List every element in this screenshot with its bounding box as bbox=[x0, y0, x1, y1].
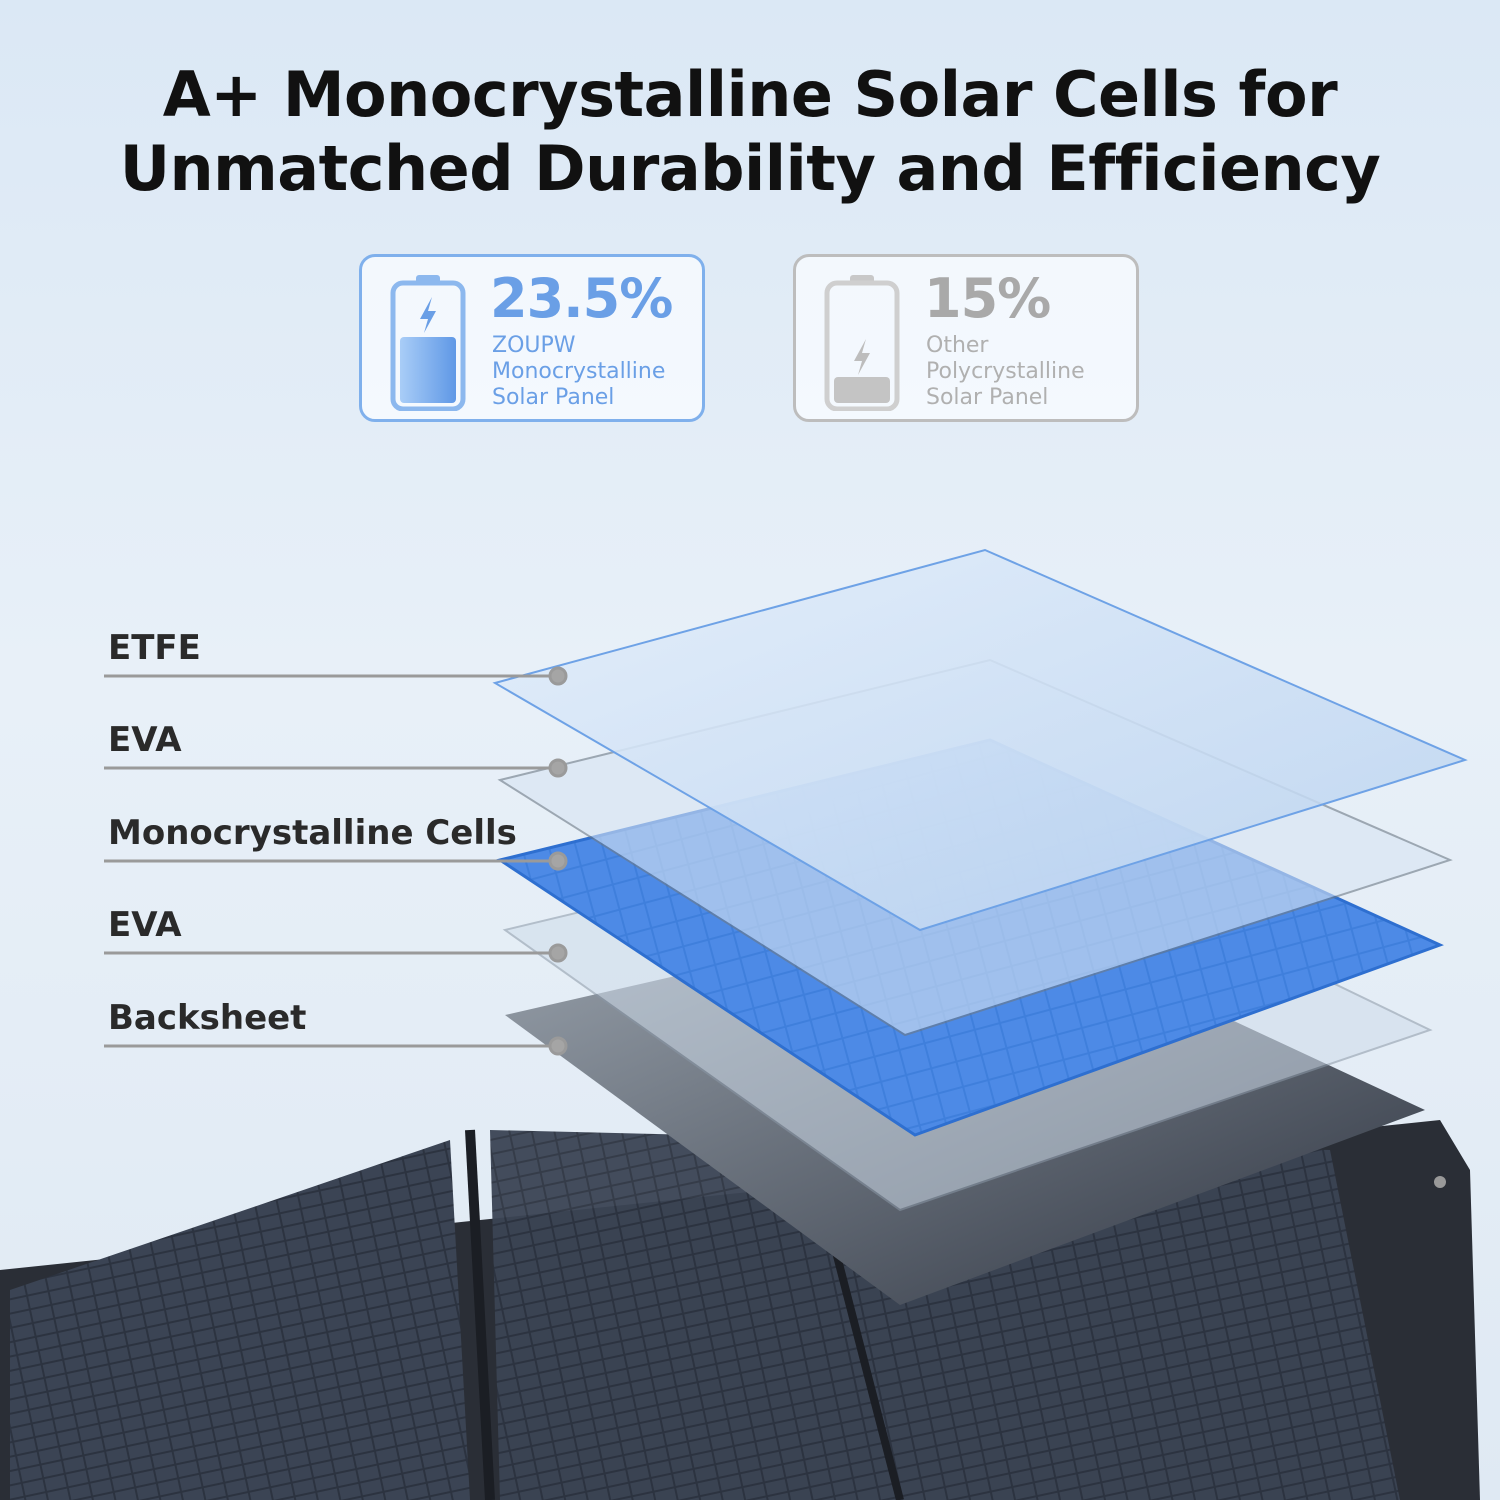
type-label: Polycrystalline bbox=[926, 359, 1085, 384]
label-monocrystalline-cells: Monocrystalline Cells bbox=[108, 813, 517, 853]
efficiency-value: 15% bbox=[924, 267, 1051, 330]
zoupw-efficiency-card: 23.5% ZOUPW Monocrystalline Solar Panel bbox=[359, 254, 705, 422]
type-label: Monocrystalline bbox=[492, 359, 666, 384]
label-eva-top: EVA bbox=[108, 720, 182, 760]
brand-label: Other bbox=[926, 333, 989, 358]
efficiency-value: 23.5% bbox=[490, 267, 673, 330]
leader-lines bbox=[104, 666, 568, 1056]
title-line-1: A+ Monocrystalline Solar Cells for bbox=[162, 58, 1338, 131]
efficiency-description: ZOUPW Monocrystalline Solar Panel bbox=[492, 333, 665, 411]
other-efficiency-card: 15% Other Polycrystalline Solar Panel bbox=[793, 254, 1139, 422]
battery-charging-icon bbox=[390, 275, 466, 411]
product-label: Solar Panel bbox=[492, 385, 615, 410]
etfe-layer bbox=[492, 548, 1468, 932]
title-line-2: Unmatched Durability and Efficiency bbox=[119, 132, 1381, 205]
page-title: A+ Monocrystalline Solar Cells for Unmat… bbox=[0, 58, 1500, 206]
battery-low-icon bbox=[824, 275, 900, 411]
brand-label: ZOUPW bbox=[492, 333, 576, 358]
label-etfe: ETFE bbox=[108, 628, 201, 668]
label-eva-bottom: EVA bbox=[108, 905, 182, 945]
efficiency-description: Other Polycrystalline Solar Panel bbox=[926, 333, 1085, 411]
label-backsheet: Backsheet bbox=[108, 998, 307, 1038]
product-label: Solar Panel bbox=[926, 385, 1049, 410]
